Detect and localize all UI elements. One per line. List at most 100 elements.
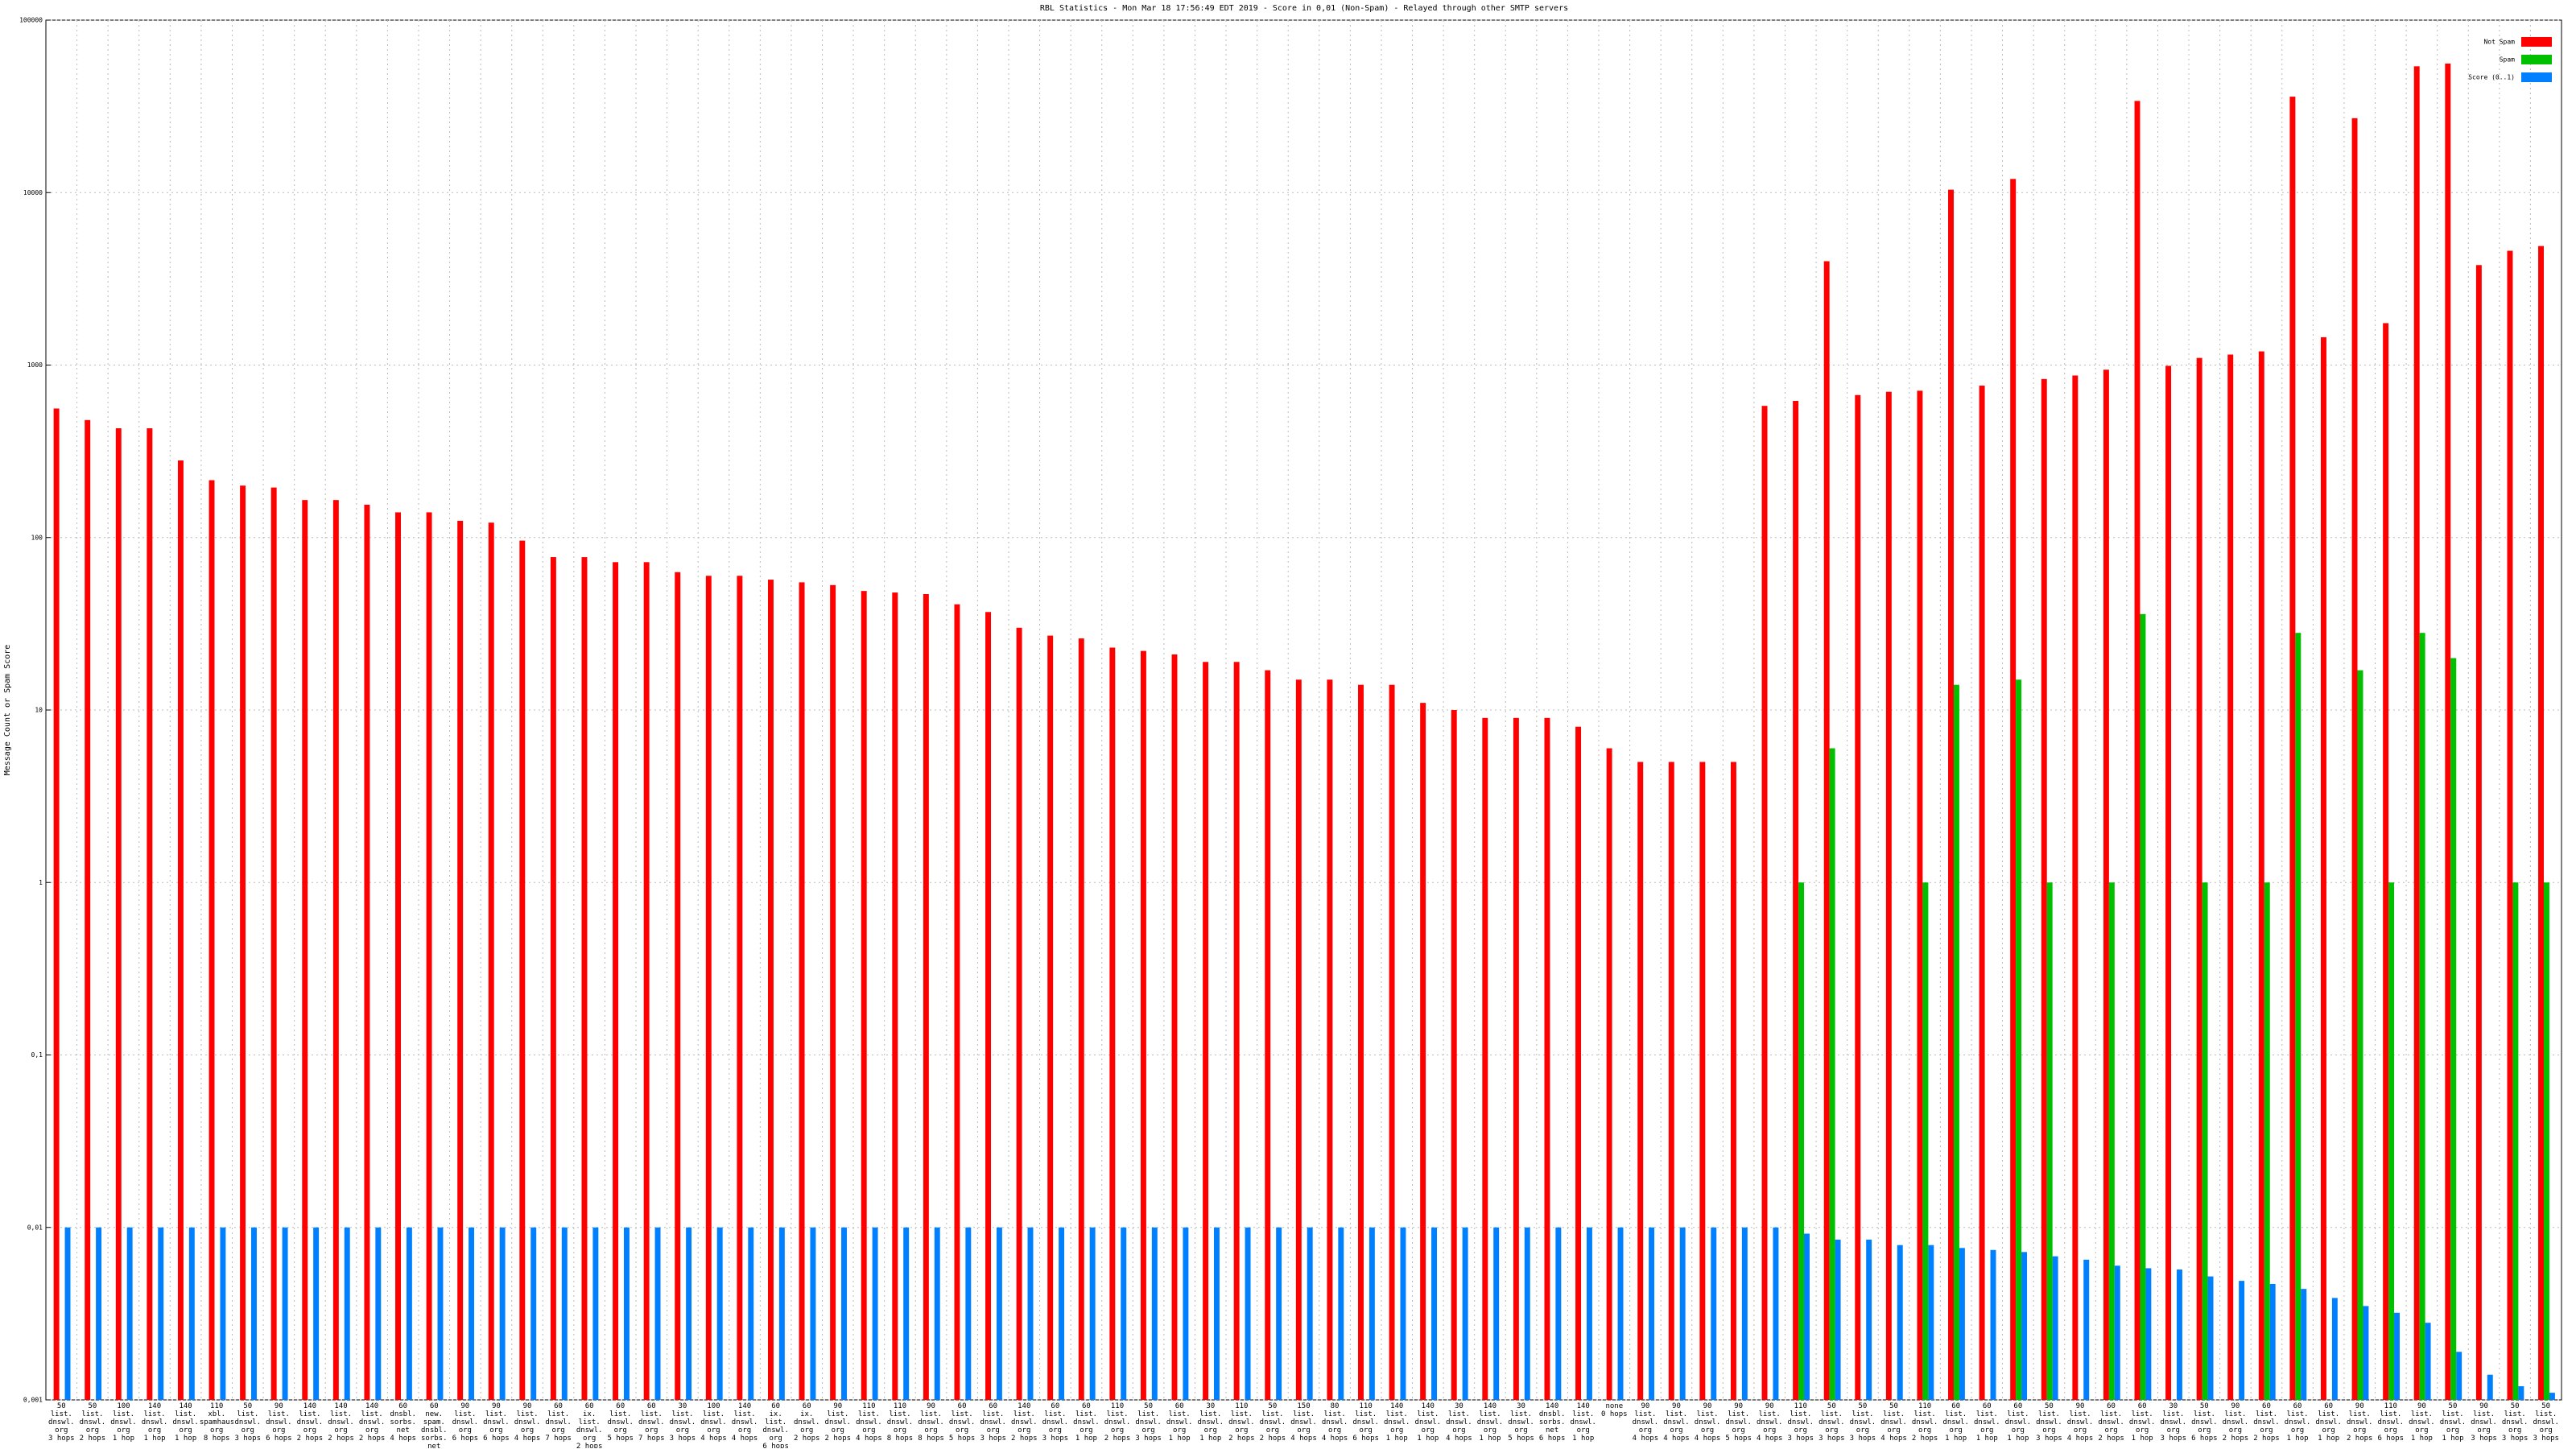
- bar: [1059, 1227, 1065, 1400]
- bar: [2487, 1374, 2493, 1400]
- bar: [1482, 717, 1488, 1400]
- x-tick-label: 90 list. dnswl. org 8 hops: [918, 1402, 944, 1443]
- bar: [1798, 882, 1805, 1400]
- bar: [1420, 703, 1426, 1400]
- x-tick-label: 60 list. dnswl. org 5 hops: [948, 1402, 976, 1443]
- bar: [64, 1227, 71, 1400]
- bar: [675, 572, 681, 1401]
- x-tick-label: 90 list. dnswl. org 6 hops: [483, 1402, 510, 1443]
- bar: [1928, 1245, 1934, 1400]
- bar: [1016, 627, 1022, 1400]
- x-tick-label: 60 new. spam. dnsbl. sorbs. net 4 hops: [420, 1402, 448, 1448]
- x-tick-label: 90 list. dnswl. org 4 hops: [1663, 1402, 1690, 1443]
- x-tick-label: 60 list. dnswl. org 3 hops: [980, 1402, 1006, 1443]
- bar: [2021, 1252, 2028, 1400]
- bar: [1617, 1227, 1624, 1400]
- bar: [1990, 1249, 1996, 1400]
- bar: [2413, 66, 2420, 1401]
- bar: [1276, 1227, 1282, 1400]
- x-tick-label: 150 list. dnswl. org 4 hops: [1290, 1402, 1317, 1443]
- bar: [2425, 1323, 2431, 1400]
- bar: [810, 1227, 816, 1400]
- x-tick-label: 60 list. dnswl. org 1 hop: [2128, 1402, 2156, 1443]
- bar: [426, 512, 432, 1400]
- x-tick-label: 90 list. dnswl. org 2 hops: [2346, 1402, 2373, 1443]
- bar: [2165, 365, 2172, 1400]
- y-tick-label: 1: [39, 879, 43, 886]
- bar: [1823, 261, 1830, 1400]
- x-tick-label: 30 list. dnswl. org 3 hops: [2160, 1402, 2186, 1443]
- bar: [2083, 1259, 2090, 1400]
- x-tick-label: none 0 hops: [1601, 1402, 1628, 1418]
- bar: [1885, 391, 1892, 1400]
- x-tick-label: 100 list. dnswl. org 1 hop: [110, 1402, 137, 1443]
- x-tick-label: 50 list. dnswl. org 3 hops: [2036, 1402, 2062, 1443]
- x-tick-label: 90 list. dnswl. org 5 hops: [1725, 1402, 1752, 1443]
- bar: [126, 1227, 133, 1400]
- bar: [1265, 670, 1271, 1400]
- bar: [705, 576, 712, 1400]
- x-tick-label: 60 list. dnswl. org 1 hop: [1166, 1402, 1193, 1443]
- bar: [2363, 1306, 2369, 1400]
- bar: [1649, 1227, 1655, 1400]
- bar: [1555, 1227, 1562, 1400]
- x-tick-label: 140 list. dnswl. org 1 hop: [172, 1402, 199, 1443]
- x-tick-label: 60 list. dnswl. org 7 hops: [638, 1402, 665, 1443]
- x-tick-label: 30 list. dnswl. org 3 hops: [669, 1402, 696, 1443]
- bar: [1804, 1233, 1810, 1400]
- bar: [2331, 1298, 2338, 1400]
- bar: [1047, 635, 1054, 1400]
- x-tick-label: 50 list. dnswl. org 4 hops: [1880, 1402, 1907, 1443]
- bar: [2357, 670, 2363, 1400]
- bar: [592, 1227, 599, 1400]
- x-tick-label: 110 list. dnswl. org 3 hops: [1787, 1402, 1814, 1443]
- bar: [1307, 1227, 1313, 1400]
- bar: [2016, 679, 2022, 1400]
- bar: [2072, 375, 2079, 1400]
- bar: [1699, 762, 1706, 1400]
- bar: [457, 520, 464, 1400]
- x-tick-label: 140 list. dnswl. org 1 hop: [1414, 1402, 1442, 1443]
- bar: [2388, 882, 2395, 1400]
- bar: [1027, 1227, 1034, 1400]
- x-tick-label: 50 list. dnswl. org 3 hops: [2501, 1402, 2529, 1443]
- bar: [282, 1227, 288, 1400]
- bar: [1922, 882, 1929, 1400]
- bar: [1431, 1227, 1438, 1400]
- bar: [748, 1227, 754, 1400]
- bar: [2052, 1256, 2058, 1400]
- x-tick-label: 90 list. dnswl. org 4 hops: [514, 1402, 541, 1443]
- bar: [561, 1227, 568, 1400]
- y-tick-label: 0,01: [27, 1224, 43, 1231]
- bar: [2544, 882, 2549, 1400]
- bar: [53, 408, 60, 1401]
- x-tick-label: 60 list. dnswl. org 1 hop: [2004, 1402, 2032, 1443]
- x-tick-label: 50 list. dnswl. org 3 hops: [48, 1402, 75, 1443]
- bar: [2108, 882, 2115, 1400]
- bar: [2145, 1268, 2152, 1400]
- bar: [778, 1227, 785, 1400]
- bar: [841, 1227, 847, 1400]
- x-tick-label: 50 list. dnswl. org 3 hops: [2533, 1402, 2559, 1443]
- x-tick-label: 60 list. dnswl. org 3 hops: [1042, 1402, 1069, 1443]
- bar: [2475, 265, 2482, 1400]
- x-tick-label: 140 dnsbl. sorbs. net 6 hops: [1538, 1402, 1566, 1443]
- y-tick-label: 100000: [19, 17, 43, 24]
- bar: [2321, 336, 2326, 1401]
- bar: [251, 1227, 257, 1400]
- bar: [1109, 647, 1116, 1400]
- x-tick-label: 100 list. dnswl. org 4 hops: [700, 1402, 727, 1443]
- bar: [469, 1227, 475, 1400]
- bar: [613, 562, 619, 1400]
- y-axis-label: Message Count or Spam Score: [3, 645, 12, 776]
- bar: [332, 500, 339, 1400]
- bar: [767, 580, 774, 1400]
- bar: [177, 460, 184, 1400]
- bar: [220, 1227, 226, 1400]
- bar: [1679, 1227, 1686, 1400]
- bar: [2103, 369, 2109, 1401]
- bar: [240, 485, 246, 1400]
- bar: [2445, 63, 2451, 1401]
- x-tick-label: 90 list. dnswl. org 1 hop: [2409, 1402, 2435, 1443]
- bar: [1793, 400, 1799, 1400]
